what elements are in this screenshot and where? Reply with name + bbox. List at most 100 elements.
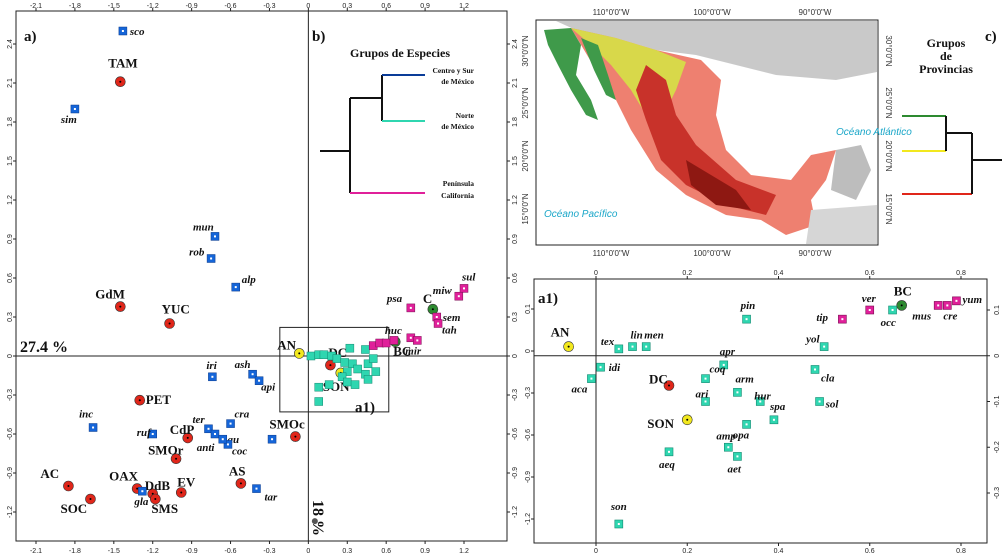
map-central-america [806, 205, 877, 244]
province-label: OAX [109, 469, 139, 484]
province-point-dot [175, 457, 178, 460]
map-highlands-dark [686, 160, 751, 210]
species-label: anti [197, 442, 216, 454]
y-tick-label-right: 1.2 [512, 195, 519, 205]
map-lat-label-right: 20°0'0"N [884, 140, 893, 171]
cluster-point-magenta [389, 336, 399, 345]
cluster-point [368, 354, 378, 363]
y-tick-label-left: 0.3 [7, 312, 14, 322]
cluster-point [363, 359, 373, 369]
a1-y-tick-label-left: 0.1 [525, 304, 532, 314]
cluster-point [345, 343, 355, 353]
province-point-dot [294, 435, 297, 438]
a1-x-tick-label-bottom: 0.6 [865, 548, 875, 555]
cluster-point [348, 359, 357, 369]
species-point-dot [73, 108, 76, 110]
a1-species-point-dot [617, 347, 620, 350]
x-tick-label-top: 1.2 [459, 3, 469, 10]
cluster-point [306, 351, 316, 361]
province-label: AC [40, 466, 59, 481]
x-tick-label-top: -0.9 [186, 3, 198, 10]
a1-x-tick-label-top: 0.2 [682, 270, 692, 277]
species-point-dot [221, 438, 224, 441]
a1-province-point-dot [686, 418, 689, 421]
y-tick-label-right: 2.1 [512, 78, 519, 88]
axis1-percent: 27.4 % [20, 339, 68, 356]
panel-b-dendrogram: b) Grupos de Especies Centro y Sur de Méxic… [312, 29, 475, 200]
species-label: sco [129, 26, 145, 38]
x-tick-label-top: -1.2 [147, 3, 159, 10]
species-point-dot [226, 443, 229, 446]
cluster-point [363, 375, 373, 384]
x-tick-label-bottom: 1.2 [459, 548, 469, 555]
a1-species-label: pin [740, 300, 756, 312]
zoom-label: a1) [355, 400, 375, 416]
species-point-dot [271, 438, 274, 441]
dendro-group-label: Península [443, 179, 475, 188]
map-lat-label-left: 20°0'0"N [521, 140, 530, 171]
a1-species-point-dot [946, 304, 949, 307]
cluster-point [337, 372, 347, 382]
y-tick-label-right: -0.6 [512, 428, 519, 440]
a1-x-tick-label-bottom: 0.2 [682, 548, 692, 555]
species-label: ash [235, 359, 251, 371]
dendro-group-label: Norte [456, 111, 475, 120]
a1-x-tick-label-bottom: 0.8 [956, 548, 966, 555]
a1-species-point-dot [722, 363, 725, 366]
a1-species-point-dot [617, 523, 620, 525]
species-point-dot [213, 433, 216, 435]
a1-species-label: coq [710, 364, 726, 376]
x-tick-label-top: -0.6 [225, 3, 237, 10]
map-yucatan [831, 145, 871, 200]
a1-species-point-dot [868, 309, 871, 311]
y-tick-label-right: -0.9 [512, 467, 519, 479]
species-label: gla [133, 496, 149, 508]
a1-province-point-dot [900, 304, 903, 307]
x-tick-label-bottom: -0.6 [225, 548, 237, 555]
province-point-dot [119, 305, 122, 308]
y-tick-label-right: 2.4 [512, 39, 519, 49]
province-point-dot [136, 487, 139, 490]
map-lat-label-right: 30°0'0"N [884, 35, 893, 66]
y-tick-label-left: 1.5 [7, 156, 14, 166]
province-point-dot [119, 80, 122, 83]
species-label: ter [192, 414, 205, 426]
dendro-provinces-title: Grupos [927, 36, 966, 50]
province-point-dot [180, 491, 183, 494]
map-lon-label-bottom: 90°0'0"W [799, 249, 832, 258]
cluster-point [371, 367, 381, 376]
a1-species-label: men [644, 330, 664, 342]
species-west-dot [409, 336, 412, 339]
a1-species-point-dot [727, 446, 730, 449]
y-tick-label-right: 1.8 [512, 117, 519, 127]
cluster-point [324, 380, 334, 389]
x-tick-label-bottom: -0.9 [186, 548, 198, 555]
a1-species-label: aet [727, 463, 741, 475]
species-label: iri [206, 360, 217, 372]
species-west-label: huc [385, 325, 402, 337]
province-label: GdM [95, 287, 125, 302]
province-point-dot [186, 436, 189, 439]
a1-species-point-dot [745, 318, 748, 321]
species-west-dot [416, 339, 419, 342]
species-label: rob [189, 247, 205, 259]
a1-species-point-dot [736, 391, 739, 394]
a1-species-label: mus [912, 310, 931, 322]
panel-a-label: a) [24, 29, 37, 45]
species-point-dot [121, 30, 124, 32]
a1-species-label: sol [825, 399, 840, 411]
a1-y-tick-label-left: -0.9 [525, 471, 532, 483]
x-tick-label-bottom: -1.2 [147, 548, 159, 555]
species-point-dot [211, 375, 214, 378]
a1-species-point-dot [937, 304, 940, 307]
y-tick-label-left: 0 [7, 354, 14, 358]
species-west-dot [409, 306, 412, 309]
y-tick-label-left: 1.2 [7, 195, 14, 205]
panel-a1-scatter: 0 0 0.2 0.2 0.4 0.4 0.6 0.6 0.8 0.8 0.1 0 -0.1 -0.2 -0… [525, 270, 1001, 555]
a1-species-point-dot [668, 450, 670, 453]
ocean-pacific-label: Océano Pacífico [544, 209, 618, 220]
species-west-label: tah [442, 325, 457, 337]
cluster-point [343, 367, 352, 376]
province-label: SMOc [269, 417, 305, 432]
